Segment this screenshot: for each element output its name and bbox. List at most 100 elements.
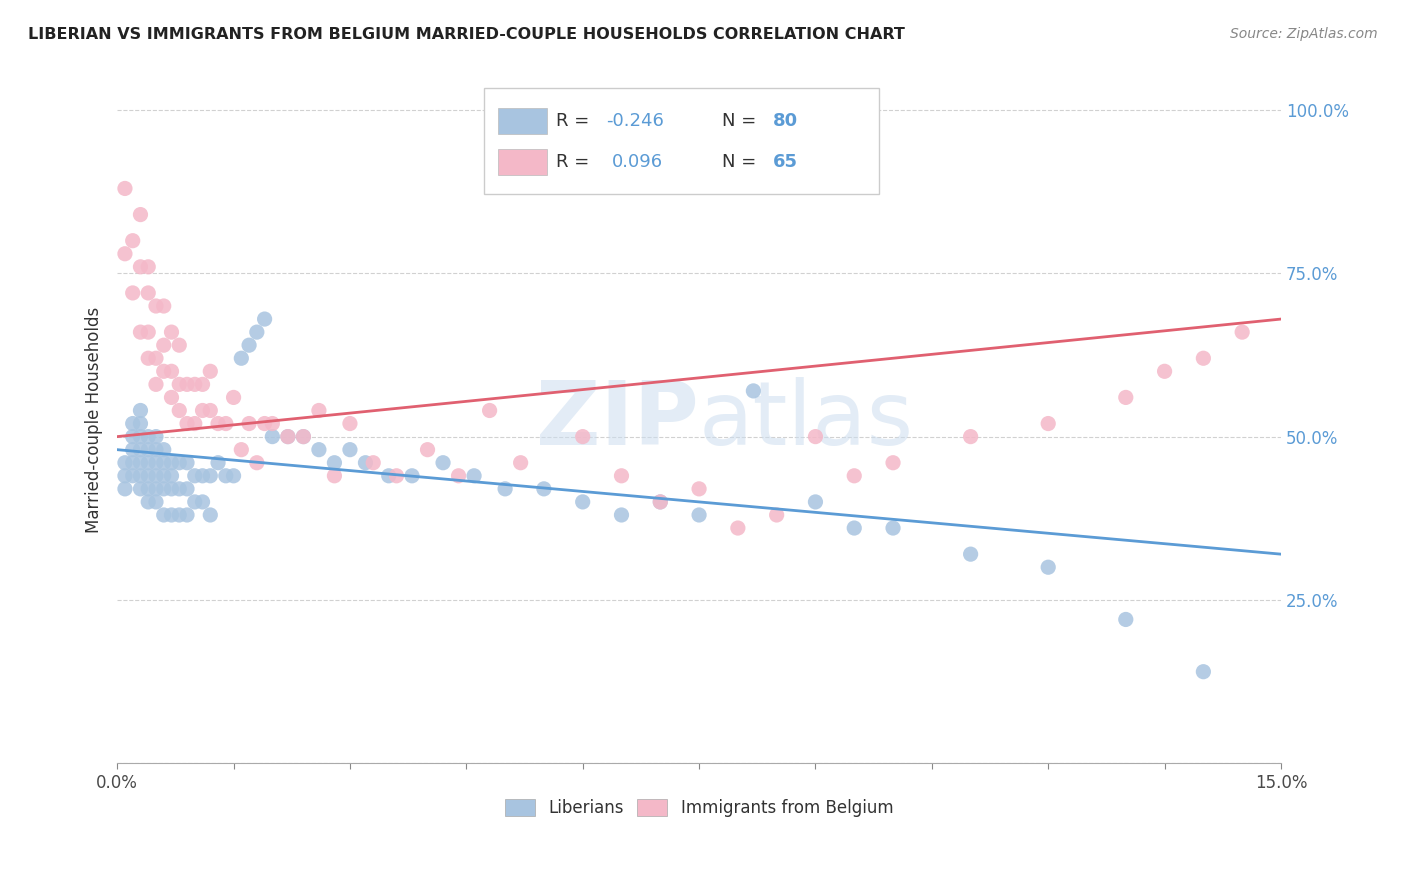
Point bbox=[145, 299, 167, 313]
Point bbox=[882, 521, 904, 535]
Point bbox=[191, 403, 214, 417]
Point bbox=[323, 468, 346, 483]
Point bbox=[136, 429, 159, 443]
Point bbox=[145, 482, 167, 496]
Point bbox=[136, 456, 159, 470]
Point bbox=[308, 442, 330, 457]
Point bbox=[277, 429, 299, 443]
Point bbox=[207, 456, 229, 470]
Point bbox=[222, 391, 245, 405]
Text: Source: ZipAtlas.com: Source: ZipAtlas.com bbox=[1230, 27, 1378, 41]
Point bbox=[416, 442, 439, 457]
Point bbox=[167, 403, 190, 417]
Point bbox=[610, 508, 633, 522]
Text: atlas: atlas bbox=[699, 376, 914, 464]
Point bbox=[1115, 391, 1137, 405]
Point bbox=[160, 391, 183, 405]
Point bbox=[959, 547, 981, 561]
Point bbox=[688, 482, 710, 496]
Text: -0.246: -0.246 bbox=[606, 112, 664, 129]
Point bbox=[160, 468, 183, 483]
Point bbox=[114, 482, 136, 496]
Point bbox=[129, 260, 152, 274]
Point bbox=[152, 508, 174, 522]
Point bbox=[176, 417, 198, 431]
Point bbox=[1192, 665, 1215, 679]
FancyBboxPatch shape bbox=[484, 87, 880, 194]
Point bbox=[1192, 351, 1215, 366]
Point bbox=[253, 312, 276, 326]
Point bbox=[114, 246, 136, 260]
Point bbox=[121, 456, 143, 470]
Point bbox=[292, 429, 315, 443]
Point bbox=[308, 403, 330, 417]
Point bbox=[339, 417, 361, 431]
Bar bbox=[498, 108, 547, 134]
Text: R =: R = bbox=[555, 112, 595, 129]
Point bbox=[354, 456, 377, 470]
Point bbox=[882, 456, 904, 470]
Point bbox=[160, 482, 183, 496]
Point bbox=[114, 468, 136, 483]
Point bbox=[129, 456, 152, 470]
Point bbox=[377, 468, 399, 483]
Point bbox=[432, 456, 454, 470]
Point bbox=[200, 364, 222, 378]
Point bbox=[136, 351, 159, 366]
Point bbox=[184, 417, 207, 431]
Point bbox=[152, 456, 174, 470]
Point bbox=[494, 482, 516, 496]
Point bbox=[1038, 417, 1060, 431]
Point bbox=[191, 377, 214, 392]
Y-axis label: Married-couple Households: Married-couple Households bbox=[86, 307, 103, 533]
Point bbox=[571, 429, 593, 443]
Point bbox=[200, 508, 222, 522]
Point bbox=[136, 442, 159, 457]
Text: R =: R = bbox=[555, 153, 595, 170]
Point bbox=[176, 508, 198, 522]
Point bbox=[114, 456, 136, 470]
Bar bbox=[498, 149, 547, 175]
Point bbox=[463, 468, 485, 483]
Point bbox=[160, 456, 183, 470]
Point bbox=[145, 468, 167, 483]
Point bbox=[447, 468, 470, 483]
Point bbox=[176, 482, 198, 496]
Point bbox=[114, 181, 136, 195]
Point bbox=[533, 482, 555, 496]
Point bbox=[323, 456, 346, 470]
Point bbox=[152, 338, 174, 352]
Point bbox=[1038, 560, 1060, 574]
Point bbox=[129, 417, 152, 431]
Point bbox=[184, 468, 207, 483]
Point bbox=[184, 495, 207, 509]
Point bbox=[804, 495, 827, 509]
Point bbox=[610, 468, 633, 483]
Point bbox=[238, 417, 260, 431]
Point bbox=[184, 377, 207, 392]
Point bbox=[262, 417, 284, 431]
Point bbox=[121, 417, 143, 431]
Point bbox=[152, 468, 174, 483]
Point bbox=[231, 442, 253, 457]
Point bbox=[121, 468, 143, 483]
Point bbox=[167, 456, 190, 470]
Point bbox=[121, 285, 143, 300]
Legend: Liberians, Immigrants from Belgium: Liberians, Immigrants from Belgium bbox=[498, 792, 900, 823]
Point bbox=[200, 403, 222, 417]
Point bbox=[246, 325, 269, 339]
Point bbox=[145, 495, 167, 509]
Point bbox=[121, 429, 143, 443]
Point bbox=[176, 377, 198, 392]
Point bbox=[1153, 364, 1175, 378]
Text: N =: N = bbox=[723, 153, 762, 170]
Point bbox=[238, 338, 260, 352]
Point bbox=[152, 299, 174, 313]
Point bbox=[339, 442, 361, 457]
Point bbox=[650, 495, 672, 509]
Point bbox=[844, 521, 866, 535]
Point bbox=[167, 338, 190, 352]
Point bbox=[385, 468, 408, 483]
Point bbox=[129, 482, 152, 496]
Point bbox=[129, 403, 152, 417]
